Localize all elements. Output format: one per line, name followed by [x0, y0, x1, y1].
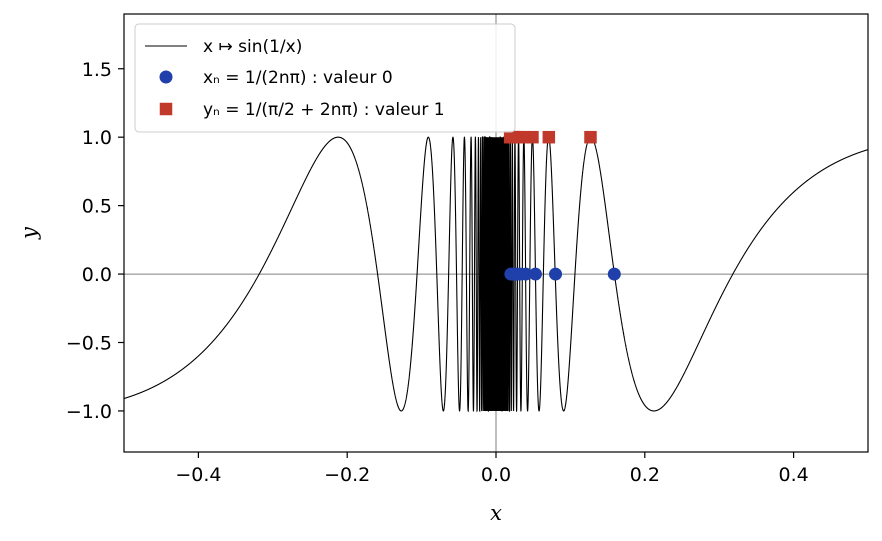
legend: x ↦ sin(1/x) xₙ = 1/(2nπ) : valeur 0 yₙ = …	[134, 23, 516, 133]
point-xn-8	[504, 267, 518, 281]
y-axis-title: y	[17, 226, 41, 240]
legend-circle-swatch	[159, 70, 173, 84]
x-tick-label: 0.0	[481, 464, 511, 486]
x-tick-label: 0.2	[630, 464, 660, 486]
x-axis-title: x	[490, 501, 502, 525]
x-tick-label: −0.2	[324, 464, 370, 486]
legend-label-3: yₙ = 1/(π/2 + 2nπ) : valeur 1	[203, 100, 445, 120]
y-tick-label: 0.5	[82, 196, 112, 218]
x-tick-label: −0.4	[175, 464, 221, 486]
y-tick-label: 1.0	[82, 127, 112, 149]
legend-label-1: x ↦ sin(1/x)	[203, 37, 302, 57]
point-xn-1	[607, 267, 621, 281]
point-yn-2	[542, 130, 556, 144]
point-xn-2	[549, 267, 563, 281]
point-yn-8	[503, 130, 517, 144]
point-xn-3	[528, 267, 542, 281]
y-tick-label: −0.5	[66, 333, 112, 355]
legend-label-2: xₙ = 1/(2nπ) : valeur 0	[203, 68, 393, 88]
point-yn-1	[584, 130, 597, 144]
y-tick-label: 0.0	[82, 264, 112, 286]
y-tick-label: 1.5	[82, 59, 112, 81]
y-tick-label: −1.0	[66, 401, 112, 423]
legend-box	[134, 23, 516, 133]
legend-square-swatch	[159, 102, 173, 116]
series-sin-inv-x-line	[124, 135, 868, 413]
x-tick-label: 0.4	[778, 464, 808, 486]
